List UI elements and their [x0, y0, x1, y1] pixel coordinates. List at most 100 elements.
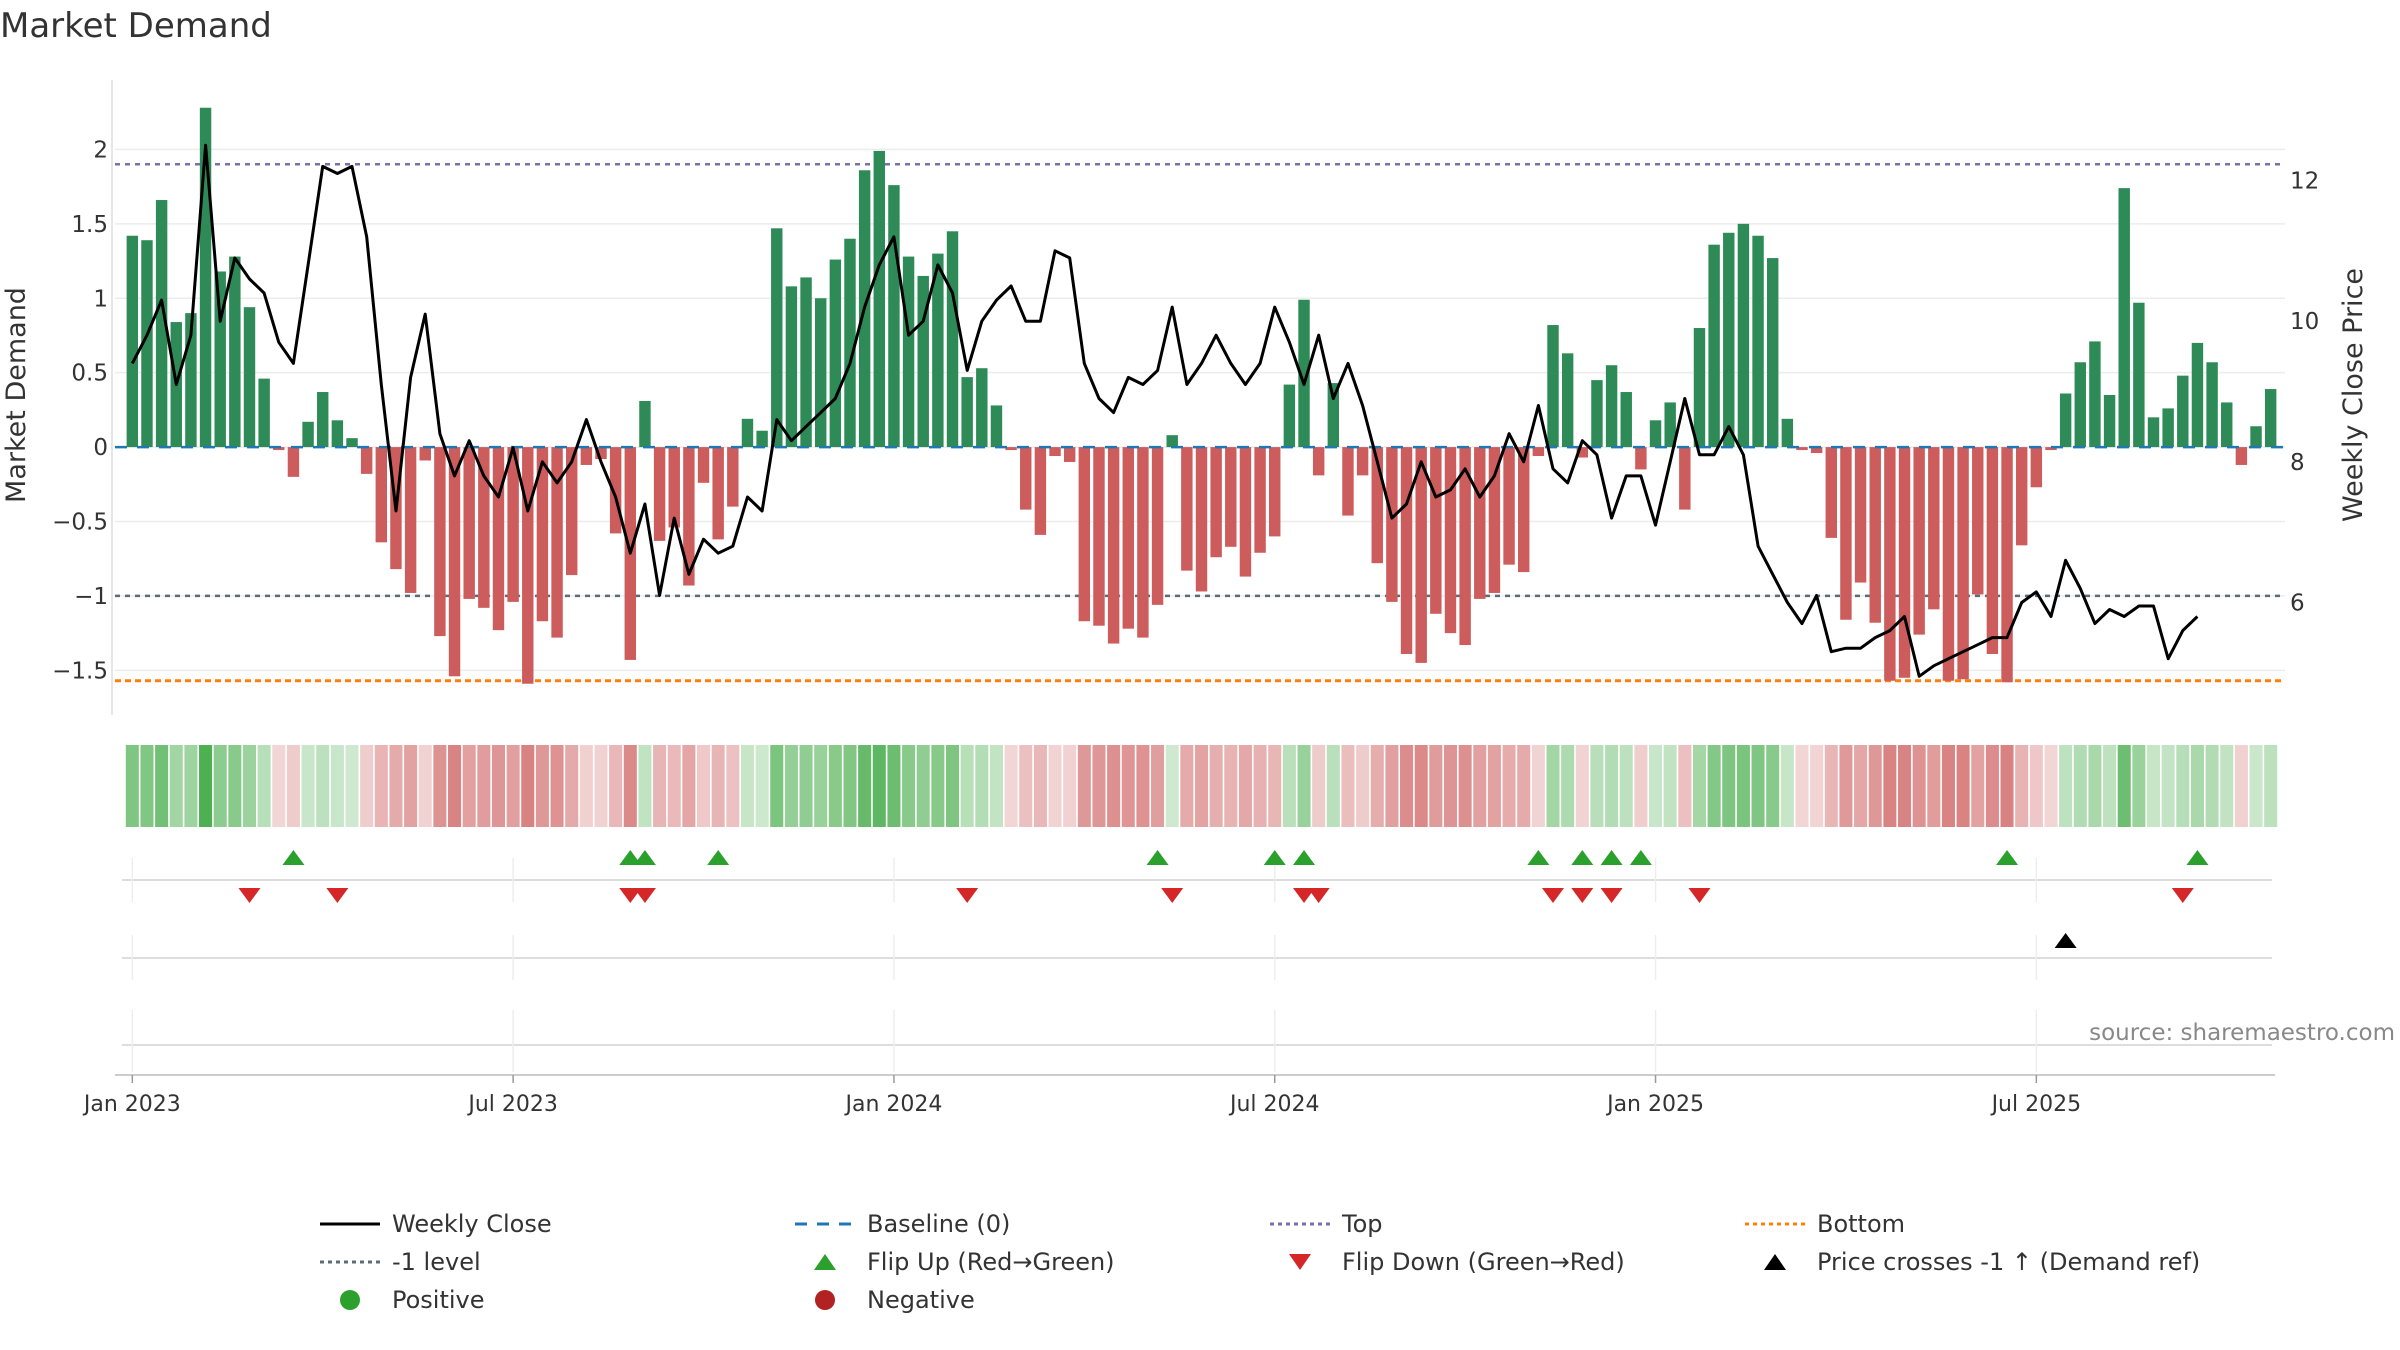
y-tick-label: −1 [74, 584, 108, 610]
heat-cell [1033, 745, 1047, 827]
demand-bar [1884, 447, 1896, 681]
demand-heat-strip [125, 745, 2278, 827]
demand-bar [1532, 447, 1545, 457]
heat-cell [1429, 745, 1443, 827]
demand-bar [565, 447, 578, 576]
heat-cell [1443, 745, 1458, 827]
heat-cell [1487, 745, 1501, 827]
right-axis: 12 10 8 6 [2290, 168, 2319, 616]
y-tick-label: 1 [93, 286, 108, 312]
demand-bar [1503, 447, 1515, 565]
demand-bar [1957, 447, 1969, 680]
x-tick-label: Jul 2025 [1990, 1092, 2082, 1117]
demand-bar [551, 447, 563, 638]
heat-cell [1312, 745, 1326, 827]
demand-bar [932, 253, 944, 448]
heat-cell [213, 745, 227, 827]
demand-bar [1576, 447, 1589, 458]
heat-cell [1619, 745, 1633, 827]
demand-bar [683, 447, 695, 586]
legend: Weekly Close Baseline (0) Top Bottom -1 leve… [320, 1210, 2200, 1314]
flip-up-marker [633, 850, 656, 865]
demand-bar [1195, 447, 1208, 592]
demand-bar [1664, 402, 1676, 448]
heat-cell [1107, 745, 1121, 827]
demand-bar [375, 447, 388, 543]
demand-bar [1459, 447, 1471, 646]
heat-cell [1561, 745, 1575, 827]
heat-cell [2015, 745, 2029, 827]
demand-bar [258, 378, 270, 448]
heat-cell [374, 745, 388, 827]
heat-cell [345, 745, 359, 827]
demand-bar [785, 286, 798, 448]
legend-label: -1 level [392, 1248, 481, 1276]
demand-bar [2118, 188, 2130, 448]
heat-cell [1253, 745, 1267, 827]
heat-cell [638, 745, 652, 827]
heat-cell [916, 745, 930, 827]
heat-cell [477, 745, 491, 827]
demand-bar [756, 430, 768, 448]
demand-bar [1737, 223, 1750, 448]
y-tick-label: 2 [93, 137, 108, 163]
heat-cell [1473, 745, 1487, 827]
demand-bar [1312, 447, 1325, 476]
flip-up-marker [1571, 850, 1594, 865]
demand-bar [712, 447, 724, 540]
demand-bar [1122, 447, 1134, 629]
heat-cell [960, 745, 974, 827]
demand-bar [609, 447, 622, 534]
demand-bar [1518, 447, 1530, 573]
heat-cell [169, 745, 183, 827]
demand-bar [1693, 328, 1706, 448]
heat-cell [1854, 745, 1868, 827]
flip-markers-panel [122, 850, 2272, 903]
demand-bar [522, 447, 534, 684]
heat-cell [1971, 745, 1985, 827]
legend-label: Negative [867, 1286, 975, 1314]
demand-bar [1269, 447, 1281, 537]
heat-cell [1458, 745, 1472, 827]
flip-up-marker [282, 850, 305, 865]
heat-cell [418, 745, 432, 827]
heat-cell [1019, 745, 1033, 827]
weekly-close-line [130, 143, 2199, 678]
demand-bar [1942, 447, 1955, 681]
main-plot: 2 1.5 1 0.5 0 −0.5 −1 −1.5 12 10 8 6 [52, 80, 2319, 715]
heat-cell [1897, 745, 1912, 827]
heat-cell [931, 745, 945, 827]
demand-bar [1986, 447, 1999, 654]
heat-cell [140, 745, 154, 827]
heat-cell [2176, 745, 2190, 827]
y-tick-label: 0 [93, 435, 108, 461]
heat-cell [2088, 745, 2102, 827]
legend-symbol [340, 1290, 360, 1310]
demand-bar [1371, 447, 1383, 564]
heat-cell [858, 745, 872, 827]
demand-bar [771, 228, 783, 448]
heat-cell [184, 745, 198, 827]
heat-cell [1678, 745, 1692, 827]
heat-cell [1531, 745, 1545, 827]
heat-cell [1575, 745, 1589, 827]
demand-bar [141, 240, 153, 448]
heat-cell [1649, 745, 1663, 827]
price-cross-panel [122, 933, 2272, 980]
demand-bar [1283, 384, 1296, 448]
demand-bar [2235, 447, 2248, 465]
demand-bar [1869, 447, 1881, 623]
heat-cell [2103, 745, 2117, 827]
heat-cell [623, 745, 637, 827]
demand-bar [1561, 353, 1574, 448]
flip-up-marker [1996, 850, 2019, 865]
demand-bar [1430, 447, 1442, 614]
heat-cell [1077, 745, 1091, 827]
y-tick-label: 1.5 [71, 212, 108, 238]
y-axis-label: Market Demand [1, 287, 32, 503]
heat-cell [1941, 745, 1955, 827]
demand-bar [1254, 447, 1266, 553]
heat-cell [1151, 745, 1165, 827]
price-cross-marker [2054, 933, 2077, 948]
demand-bar [126, 235, 139, 448]
